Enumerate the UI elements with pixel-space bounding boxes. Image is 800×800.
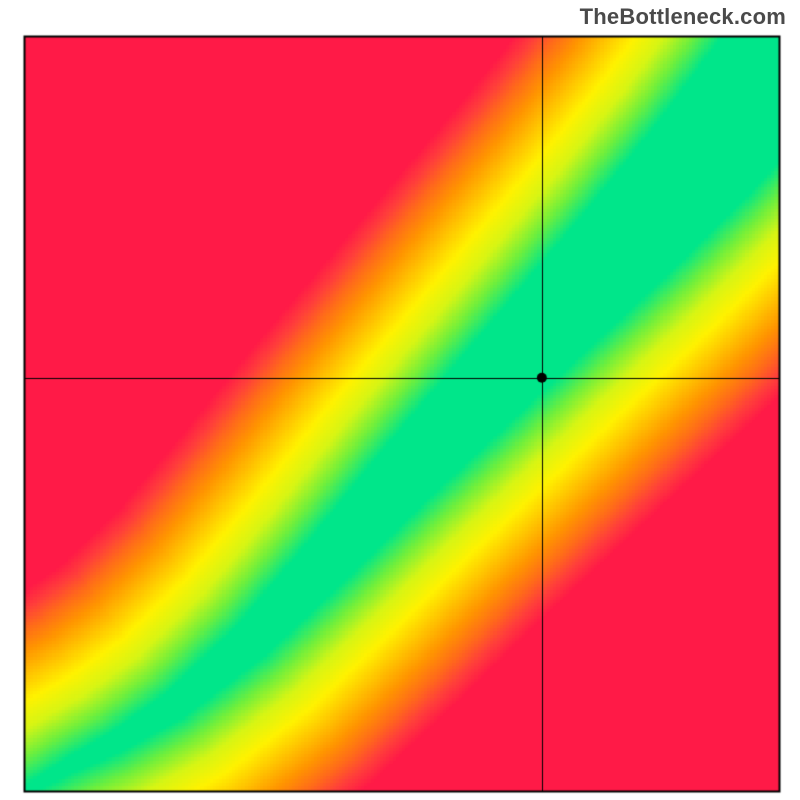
chart-container: TheBottleneck.com [0, 0, 800, 800]
watermark-text: TheBottleneck.com [580, 4, 786, 30]
heatmap-canvas [0, 0, 800, 800]
